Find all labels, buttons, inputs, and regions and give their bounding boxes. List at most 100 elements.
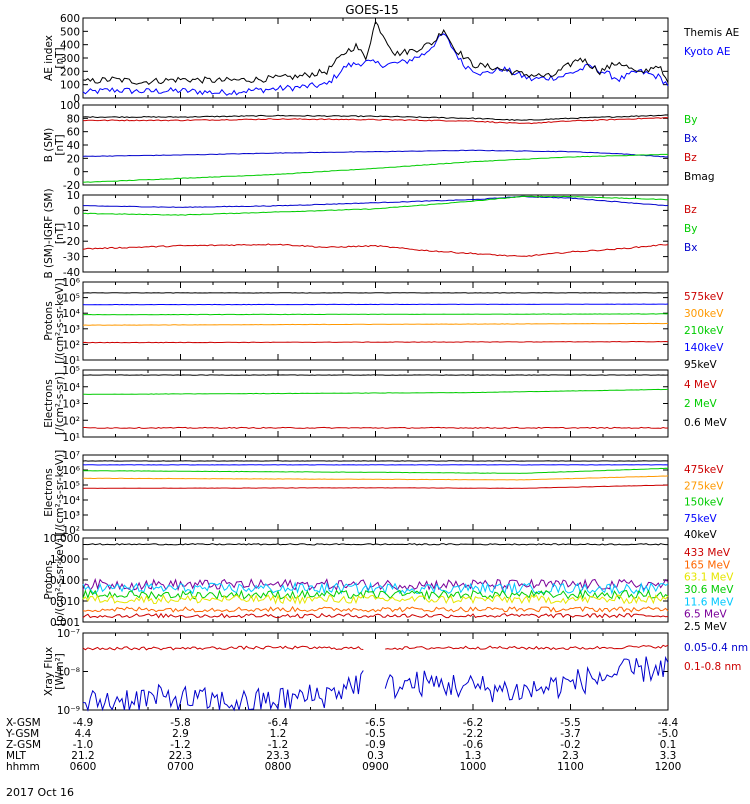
y-axis-label: Electrons[/(cm²-s-sr)] [43, 372, 66, 435]
series-line-bx [83, 150, 668, 157]
y-axis-label-line: [nT] [54, 47, 66, 68]
y-tick-label: 10⁻⁷ [57, 628, 80, 640]
y-tick-label: 10⁻⁹ [57, 705, 80, 717]
series-line-bz [83, 118, 668, 124]
y-tick-label: 20 [67, 153, 80, 165]
panel-frame [83, 282, 668, 360]
series-line-themis-ae [83, 22, 668, 85]
orbit-value: 1200 [655, 761, 682, 773]
legend-entry: 0.6 MeV [684, 417, 728, 429]
series-line-210kev [83, 314, 668, 315]
legend-entry: Themis AE [683, 27, 739, 39]
legend-entry: 2.5 MeV [684, 621, 728, 633]
y-tick-label: -30 [63, 252, 80, 264]
legend-entry: 63.1 MeV [684, 572, 734, 584]
legend-entry: Kyoto AE [684, 46, 730, 58]
y-tick-label: 40 [67, 140, 80, 152]
orbit-row-label: hhmm [6, 761, 40, 773]
legend-entry: Bz [684, 204, 697, 216]
y-axis-label: B (SM)-IGRF (SM)[nT] [43, 188, 66, 278]
panel-frame [83, 195, 668, 272]
legend-entry: 95keV [684, 359, 718, 371]
y-tick-label: 0 [73, 205, 80, 217]
orbit-value: 0600 [70, 761, 97, 773]
series-line-bz [83, 244, 668, 257]
legend-entry: Bmag [684, 171, 715, 183]
legend-entry: By [684, 223, 697, 235]
orbit-value: 0900 [362, 761, 389, 773]
legend-entry: 275keV [684, 480, 724, 492]
series-line-275kev [83, 476, 668, 480]
y-axis-label-line: [nT] [54, 223, 66, 244]
y-axis-label: Protons[/(cm²-s-sr-keV)] [43, 278, 66, 363]
panel-protons_mev: 0.0010.0100.1001.00010.000Protons[p/(cm²… [43, 533, 734, 633]
legend-entry: 575keV [684, 291, 724, 303]
legend-entry: 140keV [684, 342, 724, 354]
y-axis-label-line: [nT] [54, 134, 66, 155]
series-line-2-5-mev [83, 544, 668, 545]
legend-entry: By [684, 114, 697, 126]
series-line-0-05-0-4-nm [83, 657, 668, 710]
y-axis-label: Xray Flux[W/m²] [43, 647, 66, 696]
series-line-by [83, 154, 668, 182]
panel-frame [83, 370, 668, 437]
series-line-2-mev [83, 389, 668, 394]
legend-entry: 0.05-0.4 nm [684, 642, 748, 654]
y-tick-label: 80 [67, 113, 80, 125]
orbit-value: 1000 [460, 761, 487, 773]
y-tick-label: 100 [60, 80, 80, 92]
y-axis-label-line: [W/m²] [54, 653, 66, 690]
series-line-575kev [83, 342, 668, 343]
y-tick-label: 500 [60, 26, 80, 38]
series-line-165-mev [83, 607, 668, 612]
y-axis-label-line: [/(cm²-s-sr-keV)] [54, 450, 66, 535]
legend-entry: Bx [684, 133, 697, 145]
y-tick-label: 0 [73, 167, 80, 179]
legend-entry: 30.6 MeV [684, 584, 734, 596]
legend-entry: Bx [684, 242, 697, 254]
y-axis-label-line: [/(cm²-s-sr)] [54, 372, 66, 435]
series-line-0-1-0-8-nm [83, 645, 668, 650]
orbit-value: 0700 [167, 761, 194, 773]
legend-entry: 75keV [684, 513, 718, 525]
panel-frame [83, 633, 668, 710]
figure-title: GOES-15 [345, 3, 399, 17]
legend-entry: 165 MeV [684, 559, 731, 571]
y-tick-label: 60 [67, 127, 80, 139]
orbit-value: 0800 [265, 761, 292, 773]
y-axis-label-line: [p/(cm²-s-sr-keV)] [54, 534, 66, 626]
panel-electrons_kev: 10²10³10⁴10⁵10⁶10⁷Electrons[/(cm²-s-sr-k… [43, 450, 724, 541]
legend-entry: 150keV [684, 497, 724, 509]
y-tick-label: 600 [60, 13, 80, 25]
legend-entry: 11.6 MeV [684, 596, 734, 608]
y-axis-label: B (SM)[nT] [43, 128, 66, 162]
series-line-30-6-mev [83, 591, 668, 599]
legend-entry: 40keV [684, 529, 718, 541]
series-line-475kev [83, 485, 668, 488]
legend-entry: 6.5 MeV [684, 609, 728, 621]
legend-entry: 475keV [684, 464, 724, 476]
series-line-300kev [83, 323, 668, 325]
legend-entry: Bz [684, 152, 697, 164]
y-axis-label-line: [/(cm²-s-sr-keV)] [54, 278, 66, 363]
y-tick-label: 100 [60, 100, 80, 112]
legend-entry: 4 MeV [684, 379, 718, 391]
panel-protons_mag: 10¹10²10³10⁴10⁵10⁶Protons[/(cm²-s-sr-keV… [43, 277, 724, 371]
series-line-140kev [83, 304, 668, 305]
date-label: 2017 Oct 16 [6, 786, 74, 799]
y-axis-label: Electrons[/(cm²-s-sr-keV)] [43, 450, 66, 535]
series-line-kyoto-ae [83, 34, 668, 95]
series-line-4-mev [83, 427, 668, 428]
legend-entry: 433 MeV [684, 547, 731, 559]
orbit-value: 1100 [557, 761, 584, 773]
y-axis-label: Protons[p/(cm²-s-sr-keV)] [43, 534, 66, 626]
legend-entry: 2 MeV [684, 398, 718, 410]
